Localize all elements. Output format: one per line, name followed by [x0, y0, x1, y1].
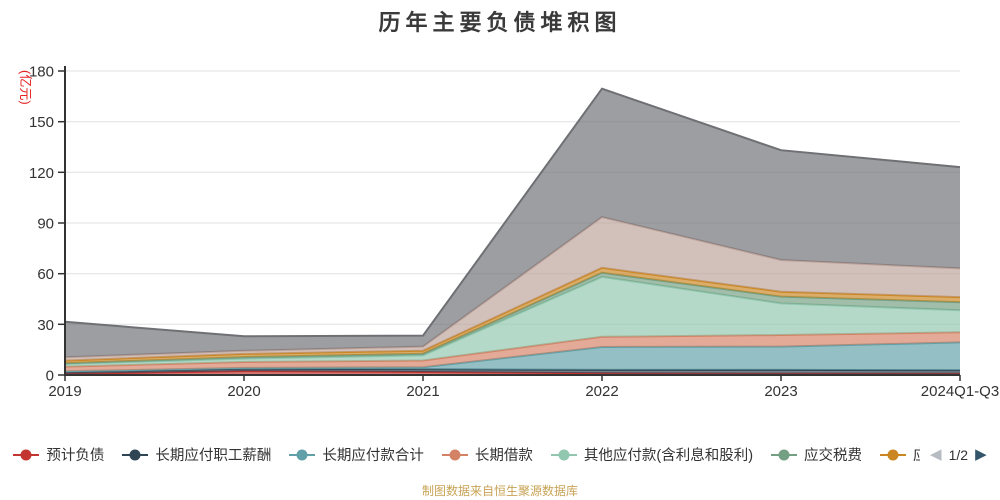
legend: 预计负债 长期应付职工薪酬 长期应付款合计 长期借款 其他应付款(含利息和股利) 应交税费…	[0, 444, 1000, 465]
legend-marker-icon	[122, 449, 149, 460]
legend-item-label: 应交税费	[804, 448, 863, 464]
legend-marker-icon	[441, 449, 468, 460]
x-tick-label: 2019	[48, 383, 81, 400]
legend-item-5[interactable]: 应交税费	[771, 444, 862, 465]
legend-item-6[interactable]: 应	[880, 444, 920, 465]
area-band-8	[65, 88, 960, 358]
chart-title: 历年主要负债堆积图	[378, 10, 622, 35]
legend-item-label: 长期应付职工薪酬	[155, 448, 272, 464]
y-tick-label: 180	[29, 64, 54, 81]
area-band-7	[65, 217, 960, 361]
legend-item-0[interactable]: 预计负债	[13, 444, 104, 465]
legend-item-4[interactable]: 其他应付款(含利息和股利)	[550, 444, 754, 465]
x-tick-label: 2021	[406, 383, 439, 400]
area-band-3	[65, 332, 960, 372]
x-tick-label: 2020	[227, 383, 260, 400]
data-source-caption: 制图数据来自恒生聚源数据库	[421, 484, 578, 498]
series-line-8	[64, 87, 961, 338]
legend-pager: ◀ 1/2 ▶	[930, 447, 987, 463]
legend-item-label: 其他应付款(含利息和股利)	[583, 448, 754, 464]
x-tick-label: 2022	[585, 383, 618, 400]
legend-item-label: 应	[913, 444, 920, 465]
x-tick-label: 2024Q1-Q3	[921, 383, 999, 400]
legend-item-3[interactable]: 长期借款	[441, 444, 533, 465]
stacked-area-chart[interactable]: 0 30 60 90 120 150 180 2019 2020 2021 2022 2023 2024…	[0, 0, 1000, 430]
legend-page-indicator: 1/2	[948, 446, 969, 463]
legend-item-2[interactable]: 长期应付款合计	[289, 444, 424, 465]
legend-item-label: 长期借款	[474, 448, 533, 464]
area-band-5	[65, 272, 960, 364]
y-axis-ticks: 0 30 60 90 120 150 180	[29, 64, 65, 385]
legend-marker-icon	[289, 449, 316, 460]
legend-marker-icon	[550, 449, 577, 460]
x-axis-ticks: 2019 2020 2021 2022 2023 2024Q1-Q3	[48, 375, 999, 400]
y-tick-label: 120	[29, 165, 54, 182]
legend-items: 预计负债 长期应付职工薪酬 长期应付款合计 长期借款 其他应付款(含利息和股利) 应交税费…	[13, 444, 920, 465]
y-tick-label: 30	[37, 317, 54, 334]
legend-prev-icon[interactable]: ◀	[930, 446, 942, 463]
legend-item-label: 预计负债	[46, 448, 105, 464]
y-tick-label: 60	[37, 266, 54, 283]
legend-item-label: 长期应付款合计	[322, 448, 424, 464]
y-tick-label: 90	[37, 216, 54, 233]
area-band-2	[65, 342, 960, 372]
area-band-4	[65, 276, 960, 367]
legend-marker-icon	[880, 449, 907, 460]
legend-marker-icon	[771, 449, 798, 460]
y-tick-label: 0	[46, 368, 54, 385]
legend-item-1[interactable]: 长期应付职工薪酬	[122, 444, 271, 465]
x-tick-label: 2023	[764, 383, 797, 400]
y-tick-label: 150	[29, 114, 54, 131]
legend-next-icon[interactable]: ▶	[975, 446, 987, 463]
legend-marker-icon	[13, 449, 40, 460]
